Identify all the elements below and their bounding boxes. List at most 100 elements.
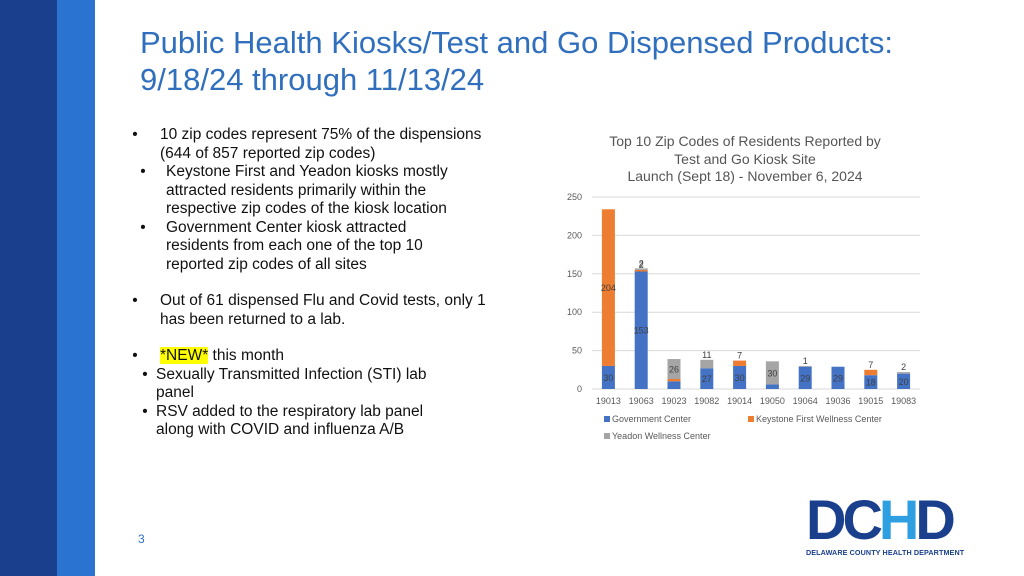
- data-label: 11: [702, 350, 711, 360]
- bullet-dot-icon: •: [140, 218, 146, 236]
- bar-segment: [667, 359, 681, 380]
- bar-segment: [667, 381, 681, 389]
- bar-segment: [798, 366, 812, 389]
- bullet-text: RSV added to the respiratory lab panel: [156, 402, 424, 420]
- bullet-text: 10 zip codes represent 75% of the dispen…: [160, 126, 482, 143]
- data-label: 1: [803, 356, 808, 366]
- chart-title-line: Top 10 Zip Codes of Residents Reported b…: [609, 133, 881, 149]
- x-tick-label: 19050: [760, 396, 785, 406]
- y-tick-label: 100: [567, 307, 582, 317]
- bar-segment: [700, 368, 714, 389]
- data-label: 29: [833, 373, 843, 383]
- bullet-text: residents from each one of the top 10: [166, 237, 423, 254]
- slide-title-line-2: 9/18/24 through 11/13/24: [140, 62, 485, 97]
- bar-segment: [864, 369, 878, 376]
- legend-swatch: [604, 416, 610, 422]
- x-tick-label: 19015: [858, 396, 883, 406]
- chart-title-line: Test and Go Kiosk Site: [674, 150, 816, 167]
- bullet-text: along with COVID and influenza A/B: [156, 421, 405, 438]
- x-tick-label: 19023: [661, 396, 686, 406]
- bullet-text: attracted residents primarily within the: [166, 181, 427, 199]
- dchd-logo: DCHD DELAWARE COUNTY HEALTH DEPARTMENT: [806, 488, 965, 558]
- data-label: 29: [800, 373, 810, 383]
- bullet-dot-icon: •: [142, 402, 148, 420]
- bullet-dot-icon: •: [132, 126, 138, 143]
- page-number: 3: [138, 532, 145, 546]
- bar-segment: [897, 373, 911, 389]
- legend-label: Government Center: [612, 414, 691, 424]
- bullet-list: • 10 zip codes represent 75% of the disp…: [128, 126, 538, 440]
- bar-segment: [864, 375, 878, 389]
- x-tick-label: 19013: [596, 396, 621, 406]
- sub-bullet-keystone-yeadon: • Keystone First and Yeadon kiosks mostl…: [128, 163, 538, 219]
- x-tick-label: 19014: [727, 396, 752, 406]
- bullet-text: respective zip codes of the kiosk locati…: [166, 200, 447, 217]
- data-label: 26: [669, 365, 679, 375]
- bullet-tests-returned: • Out of 61 dispensed Flu and Covid test…: [128, 292, 538, 329]
- y-tick-label: 150: [567, 269, 582, 279]
- bullet-dot-icon: •: [132, 347, 138, 364]
- bar-segment: [700, 359, 714, 369]
- bar-segment: [601, 365, 615, 389]
- legend-label: Yeadon Wellness Center: [612, 431, 711, 441]
- bullet-text: panel: [156, 384, 194, 401]
- sub-bullet-sti-panel: • Sexually Transmitted Infection (STI) l…: [128, 366, 538, 403]
- data-label: 7: [868, 360, 873, 370]
- bar-segment: [634, 271, 648, 389]
- bullet-zip-codes: • 10 zip codes represent 75% of the disp…: [128, 126, 538, 163]
- sub-bullet-government-center: • Government Center kiosk attracted resi…: [128, 219, 538, 275]
- bullet-text: Sexually Transmitted Infection (STI) lab: [156, 365, 427, 383]
- data-label: 30: [603, 373, 613, 383]
- slide-title: Public Health Kiosks/Test and Go Dispens…: [140, 24, 1000, 98]
- bar-segment: [634, 269, 648, 272]
- new-highlight-tag: *NEW*: [160, 347, 209, 364]
- left-band-dark: [0, 0, 57, 576]
- bar-segment: [634, 268, 648, 270]
- x-tick-label: 19082: [694, 396, 719, 406]
- data-label: 18: [866, 378, 876, 388]
- bar-segment: [733, 365, 747, 389]
- bullet-text: has been returned to a lab.: [160, 310, 346, 328]
- data-label: 2: [901, 362, 906, 372]
- slide-title-line-1: Public Health Kiosks/Test and Go Dispens…: [140, 25, 893, 60]
- bullet-new-this-month: • *NEW* this month: [128, 347, 538, 366]
- chart-title-line: Launch (Sept 18) - November 6, 2024: [627, 168, 863, 184]
- x-tick-label: 19064: [793, 396, 818, 406]
- bar-segment: [667, 379, 681, 382]
- bar-segment: [765, 361, 779, 385]
- x-tick-label: 19083: [891, 396, 916, 406]
- bar-segment: [765, 384, 779, 389]
- sub-bullet-rsv-panel: • RSV added to the respiratory lab panel…: [128, 403, 538, 440]
- bar-segment: [897, 372, 911, 374]
- data-label: 204: [601, 283, 616, 293]
- y-tick-label: 50: [572, 346, 582, 356]
- bar-segment: [601, 209, 615, 366]
- bullet-text: reported zip codes of all sites: [166, 255, 367, 273]
- bar-segment: [831, 366, 845, 389]
- bar-segment: [733, 360, 747, 366]
- data-label: 2: [639, 258, 644, 268]
- legend-label: Keystone First Wellness Center: [756, 414, 882, 424]
- data-label: 153: [634, 326, 649, 336]
- data-label: 27: [702, 374, 712, 384]
- data-label: 20: [899, 377, 909, 387]
- logo-subtitle: DELAWARE COUNTY HEALTH DEPARTMENT: [806, 548, 965, 557]
- data-label: 30: [735, 373, 745, 383]
- bullet-dot-icon: •: [132, 292, 138, 309]
- chart-title: Top 10 Zip Codes of Residents Reported b…: [560, 133, 930, 186]
- data-label: 30: [767, 368, 777, 378]
- bullet-text: this month: [208, 347, 285, 364]
- bullet-dot-icon: •: [142, 365, 148, 383]
- y-tick-label: 0: [577, 384, 582, 394]
- bullet-dot-icon: •: [140, 163, 146, 180]
- logo-wordmark: DCHD: [806, 488, 956, 551]
- x-tick-label: 19063: [629, 396, 654, 406]
- legend-swatch: [748, 416, 754, 422]
- x-tick-label: 19036: [825, 396, 850, 406]
- bar-segment: [798, 365, 812, 367]
- data-label: 7: [737, 351, 742, 361]
- bullet-text: Keystone First and Yeadon kiosks mostly: [166, 163, 448, 180]
- bullet-text: Government Center kiosk attracted: [166, 218, 407, 236]
- left-band-light: [57, 0, 95, 576]
